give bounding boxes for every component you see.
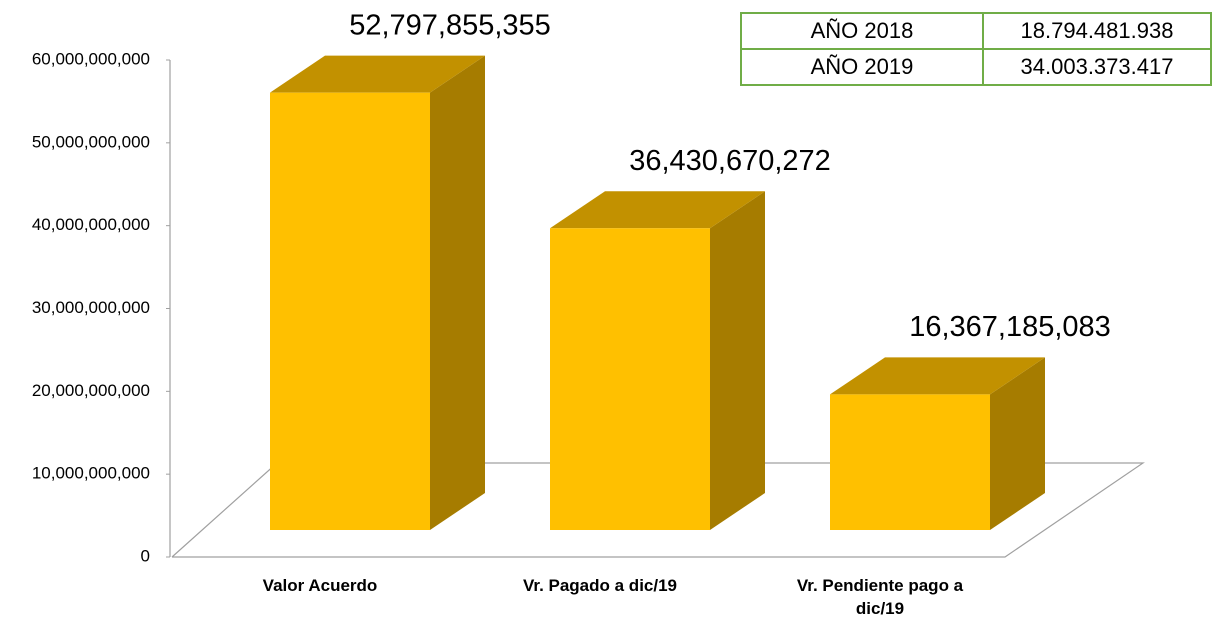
x-tick-label: Vr. Pendiente pago a dic/19 [796,576,964,618]
bar [830,394,990,530]
y-tick-label: 40,000,000,000 [32,215,150,234]
x-tick-label: Valor Acuerdo [262,576,378,595]
data-label: 16,367,185,083 [909,311,1111,343]
table-row: AÑO 2018 18.794.481.938 [740,12,1212,50]
bar-side [990,357,1045,530]
y-tick-label: 30,000,000,000 [32,298,150,317]
y-tick-label: 50,000,000,000 [32,132,150,151]
summary-table: AÑO 2018 18.794.481.938 AÑO 2019 34.003.373… [740,12,1212,86]
table-cell: AÑO 2018 [740,12,984,50]
table-cell: AÑO 2019 [740,48,984,86]
y-tick-label: 60,000,000,000 [32,49,150,68]
bar-side [430,55,485,530]
bar-top [830,357,1045,395]
bar [270,92,430,530]
table-cell: 18.794.481.938 [982,12,1212,50]
bar-side [710,191,765,531]
table-cell: 34.003.373.417 [982,48,1212,86]
data-label: 36,430,670,272 [629,145,831,177]
y-tick-label: 0 [141,546,150,565]
bar-top [550,191,765,229]
y-tick-label: 10,000,000,000 [32,464,150,483]
x-tick-label: Vr. Pagado a dic/19 [522,576,678,595]
floor [171,462,1145,558]
y-tick-label: 20,000,000,000 [32,381,150,400]
bar [550,228,710,531]
data-label: 52,797,855,355 [349,9,551,41]
table-row: AÑO 2019 34.003.373.417 [740,48,1212,86]
bar-top [270,55,485,93]
